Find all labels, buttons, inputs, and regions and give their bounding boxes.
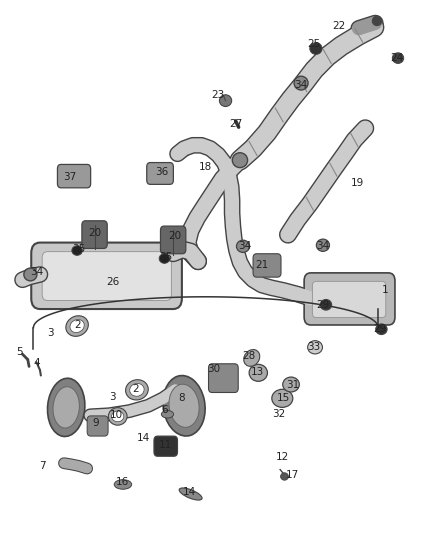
Text: 3: 3 <box>48 328 54 338</box>
Text: 35: 35 <box>72 245 85 254</box>
Ellipse shape <box>159 254 170 263</box>
Text: 8: 8 <box>179 393 185 403</box>
Ellipse shape <box>66 316 88 336</box>
Text: 33: 33 <box>307 342 321 352</box>
Ellipse shape <box>161 410 173 418</box>
FancyBboxPatch shape <box>160 226 186 254</box>
Ellipse shape <box>163 376 205 436</box>
Ellipse shape <box>70 320 84 333</box>
Text: 27: 27 <box>229 119 242 129</box>
Ellipse shape <box>376 324 387 335</box>
Text: 19: 19 <box>351 177 364 188</box>
Text: 11: 11 <box>159 440 173 450</box>
Text: 20: 20 <box>88 228 101 238</box>
Text: 3: 3 <box>109 392 115 402</box>
Text: 9: 9 <box>92 418 99 429</box>
Text: 34: 34 <box>238 241 251 251</box>
Text: 36: 36 <box>155 167 168 177</box>
FancyBboxPatch shape <box>87 416 108 436</box>
Ellipse shape <box>72 246 82 255</box>
Ellipse shape <box>53 387 79 428</box>
Text: 18: 18 <box>198 161 212 172</box>
FancyBboxPatch shape <box>31 243 182 309</box>
Ellipse shape <box>281 473 288 480</box>
Text: 34: 34 <box>30 267 43 277</box>
Ellipse shape <box>316 239 329 252</box>
Text: 26: 26 <box>107 278 120 287</box>
Text: 4: 4 <box>33 358 40 368</box>
Ellipse shape <box>392 53 404 63</box>
Text: 6: 6 <box>161 405 168 415</box>
Ellipse shape <box>307 341 322 354</box>
Ellipse shape <box>130 383 144 396</box>
Ellipse shape <box>126 379 148 400</box>
Ellipse shape <box>114 480 132 489</box>
Text: 5: 5 <box>16 346 22 357</box>
Text: 14: 14 <box>137 433 151 443</box>
Ellipse shape <box>24 268 37 281</box>
FancyBboxPatch shape <box>42 252 171 301</box>
Text: 35: 35 <box>159 252 173 262</box>
Ellipse shape <box>249 365 268 381</box>
Ellipse shape <box>294 76 308 90</box>
Ellipse shape <box>310 43 322 54</box>
FancyBboxPatch shape <box>147 163 173 184</box>
FancyBboxPatch shape <box>312 281 386 318</box>
Ellipse shape <box>108 408 127 425</box>
Text: 1: 1 <box>381 286 388 295</box>
Text: 25: 25 <box>307 39 321 49</box>
Text: 31: 31 <box>286 379 299 390</box>
FancyBboxPatch shape <box>208 364 238 392</box>
Ellipse shape <box>244 350 260 366</box>
Ellipse shape <box>232 153 247 167</box>
FancyBboxPatch shape <box>82 221 107 248</box>
Text: 34: 34 <box>294 80 308 90</box>
Text: 29: 29 <box>316 300 329 310</box>
Text: 12: 12 <box>276 452 289 462</box>
Text: 22: 22 <box>332 21 346 31</box>
Ellipse shape <box>112 411 124 422</box>
FancyBboxPatch shape <box>57 165 91 188</box>
Ellipse shape <box>47 378 85 437</box>
Ellipse shape <box>219 95 232 107</box>
Ellipse shape <box>283 377 299 392</box>
Ellipse shape <box>372 16 382 26</box>
Text: 37: 37 <box>63 172 76 182</box>
Ellipse shape <box>237 240 250 253</box>
Ellipse shape <box>169 384 199 427</box>
Text: 28: 28 <box>242 351 255 361</box>
Text: 30: 30 <box>207 364 220 374</box>
Text: 24: 24 <box>391 53 404 63</box>
Text: 34: 34 <box>316 241 329 251</box>
Text: 29: 29 <box>373 324 386 334</box>
Ellipse shape <box>179 488 202 500</box>
FancyBboxPatch shape <box>253 254 281 277</box>
Text: 14: 14 <box>183 488 196 497</box>
Text: 16: 16 <box>116 477 129 487</box>
Ellipse shape <box>272 389 293 407</box>
Ellipse shape <box>320 300 332 310</box>
Text: 17: 17 <box>286 470 299 480</box>
FancyBboxPatch shape <box>154 436 177 456</box>
Text: 32: 32 <box>272 409 286 419</box>
Text: 2: 2 <box>133 384 139 394</box>
Text: 13: 13 <box>251 367 264 377</box>
Text: 20: 20 <box>168 231 181 241</box>
Text: 15: 15 <box>277 393 290 403</box>
Text: 2: 2 <box>74 320 81 330</box>
Text: 21: 21 <box>255 261 268 270</box>
Text: 7: 7 <box>39 461 46 471</box>
FancyBboxPatch shape <box>304 273 395 325</box>
Text: 10: 10 <box>110 410 123 421</box>
Text: 23: 23 <box>212 90 225 100</box>
